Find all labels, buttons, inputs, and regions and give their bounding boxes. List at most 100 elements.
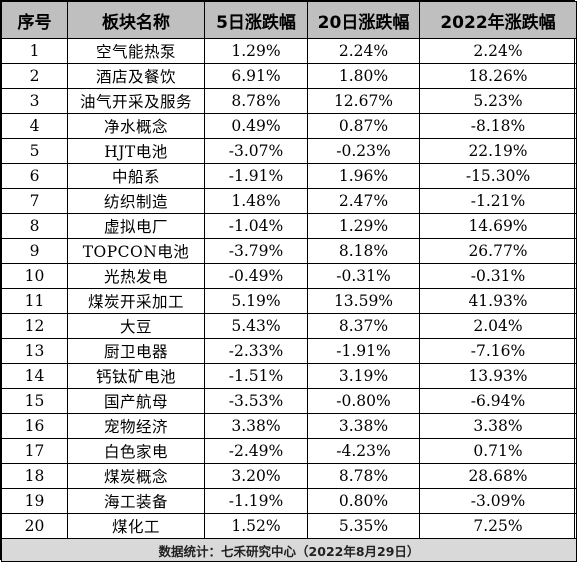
cell-5d-change: -1.51% [204, 363, 308, 389]
cell-sector-name: 煤化工 [67, 513, 205, 539]
cell-20d-change: 2.47% [307, 188, 420, 214]
table-row: 6 中船系 -1.91% 1.96% -15.30% [1, 163, 577, 189]
cell-2022-change: 13.93% [419, 363, 577, 389]
cell-2022-change: -0.31% [419, 263, 577, 289]
cell-5d-change: -0.49% [204, 263, 308, 289]
cell-20d-change: 2.24% [307, 38, 420, 64]
cell-sector-name: 油气开采及服务 [67, 88, 205, 114]
cell-sector-name: 煤炭概念 [67, 463, 205, 489]
cell-5d-change: 0.49% [204, 113, 308, 139]
cell-2022-change: -3.09% [419, 488, 577, 514]
cell-index: 15 [1, 388, 68, 414]
table-row: 14 钙钛矿电池 -1.51% 3.19% 13.93% [1, 363, 577, 389]
cell-sector-name: 空气能热泵 [67, 38, 205, 64]
table-row: 1 空气能热泵 1.29% 2.24% 2.24% [1, 38, 577, 64]
cell-sector-name: 厨卫电器 [67, 338, 205, 364]
cell-20d-change: -0.31% [307, 263, 420, 289]
cell-5d-change: 3.38% [204, 413, 308, 439]
cell-2022-change: -15.30% [419, 163, 577, 189]
cell-index: 11 [1, 288, 68, 314]
cell-5d-change: 1.48% [204, 188, 308, 214]
cell-20d-change: 8.18% [307, 238, 420, 264]
cell-20d-change: 1.29% [307, 213, 420, 239]
cell-2022-change: 5.23% [419, 88, 577, 114]
cell-20d-change: 1.80% [307, 63, 420, 89]
data-source-note: 数据统计：七禾研究中心（2022年8月29日） [1, 538, 577, 562]
cell-sector-name: 宠物经济 [67, 413, 205, 439]
cell-2022-change: 18.26% [419, 63, 577, 89]
cell-2022-change: 2.04% [419, 313, 577, 339]
cell-index: 6 [1, 163, 68, 189]
table-row: 8 虚拟电厂 -1.04% 1.29% 14.69% [1, 213, 577, 239]
cell-2022-change: -7.16% [419, 338, 577, 364]
cell-sector-name: 煤炭开采加工 [67, 288, 205, 314]
cell-index: 1 [1, 38, 68, 64]
cell-5d-change: -1.04% [204, 213, 308, 239]
table-row: 15 国产航母 -3.53% -0.80% -6.94% [1, 388, 577, 414]
cell-20d-change: -1.91% [307, 338, 420, 364]
header-5d-change: 5日涨跌幅 [204, 1, 308, 39]
cell-index: 19 [1, 488, 68, 514]
cell-index: 20 [1, 513, 68, 539]
cell-index: 2 [1, 63, 68, 89]
cell-2022-change: -6.94% [419, 388, 577, 414]
cell-index: 5 [1, 138, 68, 164]
table-body: 1 空气能热泵 1.29% 2.24% 2.24% 2 酒店及餐饮 6.91% 1.80% 18.… [1, 38, 577, 539]
table-row: 11 煤炭开采加工 5.19% 13.59% 41.93% [1, 288, 577, 314]
cell-20d-change: 13.59% [307, 288, 420, 314]
cell-sector-name: 光热发电 [67, 263, 205, 289]
table-row: 16 宠物经济 3.38% 3.38% 3.38% [1, 413, 577, 439]
cell-5d-change: 3.20% [204, 463, 308, 489]
cell-2022-change: -8.18% [419, 113, 577, 139]
cell-5d-change: 5.43% [204, 313, 308, 339]
cell-5d-change: 5.19% [204, 288, 308, 314]
cell-2022-change: 26.77% [419, 238, 577, 264]
cell-sector-name: 酒店及餐饮 [67, 63, 205, 89]
cell-2022-change: 22.19% [419, 138, 577, 164]
cell-index: 9 [1, 238, 68, 264]
cell-20d-change: 3.38% [307, 413, 420, 439]
cell-index: 16 [1, 413, 68, 439]
table-row: 17 白色家电 -2.49% -4.23% 0.71% [1, 438, 577, 464]
cell-index: 17 [1, 438, 68, 464]
cell-index: 10 [1, 263, 68, 289]
cell-20d-change: 5.35% [307, 513, 420, 539]
table-row: 5 HJT电池 -3.07% -0.23% 22.19% [1, 138, 577, 164]
cell-20d-change: 3.19% [307, 363, 420, 389]
table-row: 12 大豆 5.43% 8.37% 2.04% [1, 313, 577, 339]
cell-2022-change: -1.21% [419, 188, 577, 214]
cell-20d-change: -0.80% [307, 388, 420, 414]
cell-sector-name: 虚拟电厂 [67, 213, 205, 239]
cell-5d-change: 8.78% [204, 88, 308, 114]
table-row: 4 净水概念 0.49% 0.87% -8.18% [1, 113, 577, 139]
cell-20d-change: 12.67% [307, 88, 420, 114]
table-header-row: 序号 板块名称 5日涨跌幅 20日涨跌幅 2022年涨跌幅 [1, 1, 577, 39]
cell-sector-name: 国产航母 [67, 388, 205, 414]
cell-5d-change: -2.33% [204, 338, 308, 364]
table-footer-row: 数据统计：七禾研究中心（2022年8月29日） [1, 538, 577, 562]
cell-index: 7 [1, 188, 68, 214]
cell-index: 12 [1, 313, 68, 339]
cell-sector-name: 钙钛矿电池 [67, 363, 205, 389]
header-index: 序号 [1, 1, 68, 39]
cell-2022-change: 14.69% [419, 213, 577, 239]
cell-index: 14 [1, 363, 68, 389]
header-sector-name: 板块名称 [67, 1, 205, 39]
cell-2022-change: 0.71% [419, 438, 577, 464]
cell-5d-change: -3.53% [204, 388, 308, 414]
table-row: 19 海工装备 -1.19% 0.80% -3.09% [1, 488, 577, 514]
cell-20d-change: -0.23% [307, 138, 420, 164]
cell-5d-change: 1.52% [204, 513, 308, 539]
cell-sector-name: 大豆 [67, 313, 205, 339]
cell-20d-change: 0.87% [307, 113, 420, 139]
cell-index: 4 [1, 113, 68, 139]
table-row: 10 光热发电 -0.49% -0.31% -0.31% [1, 263, 577, 289]
cell-sector-name: 净水概念 [67, 113, 205, 139]
cell-2022-change: 41.93% [419, 288, 577, 314]
cell-20d-change: 8.78% [307, 463, 420, 489]
cell-5d-change: -3.79% [204, 238, 308, 264]
cell-20d-change: 1.96% [307, 163, 420, 189]
table-row: 3 油气开采及服务 8.78% 12.67% 5.23% [1, 88, 577, 114]
